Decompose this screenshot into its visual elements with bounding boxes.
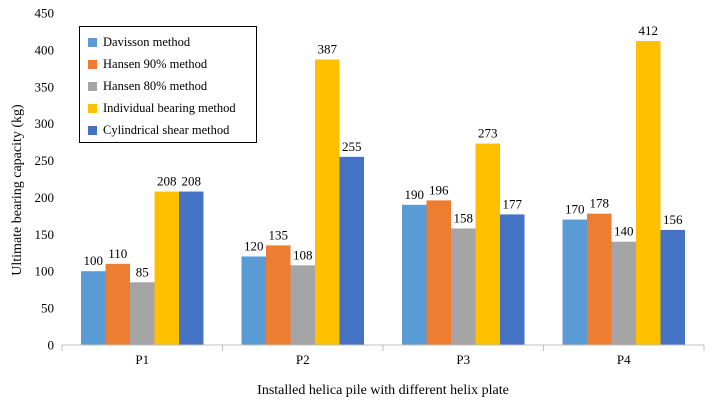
data-label: 273 <box>478 126 498 141</box>
y-tick-label: 100 <box>35 264 55 279</box>
x-tick-label: P2 <box>296 352 310 367</box>
data-labels: 100 110 85 208 208 120 135 108 387 255 190 196 158 27… <box>84 23 684 279</box>
legend-swatch <box>88 59 97 69</box>
x-tick-label: P1 <box>135 352 149 367</box>
data-label: 85 <box>136 264 149 279</box>
legend-swatch <box>88 103 97 113</box>
legend-item: Individual bearing method <box>88 97 250 119</box>
y-tick-label: 450 <box>35 6 55 21</box>
x-axis-title: Installed helica pile with different hel… <box>257 383 509 398</box>
data-label: 177 <box>503 196 523 211</box>
y-tick-label: 0 <box>48 338 55 353</box>
data-label: 110 <box>108 246 127 261</box>
data-label: 170 <box>565 202 585 217</box>
legend-label: Davisson method <box>103 34 191 49</box>
data-label: 135 <box>269 227 289 242</box>
data-label: 190 <box>405 187 425 202</box>
bars <box>81 41 685 346</box>
legend: Davisson method Hansen 90% method Hansen 8… <box>79 26 257 143</box>
data-label: 255 <box>342 139 362 154</box>
bar <box>105 263 130 345</box>
y-tick-label: 150 <box>35 227 55 242</box>
y-tick-label: 400 <box>35 42 55 57</box>
data-label: 387 <box>318 41 338 56</box>
y-ticks: 0 50 100 150 200 250 300 350 400 450 <box>35 6 55 353</box>
bar <box>179 191 204 345</box>
data-label: 196 <box>429 182 449 197</box>
bar <box>81 271 106 345</box>
y-tick-label: 50 <box>41 301 54 316</box>
y-tick-label: 300 <box>35 116 55 131</box>
legend-item: Davisson method <box>88 31 250 53</box>
bar <box>154 191 179 345</box>
bar <box>636 41 661 346</box>
legend-label: Cylindrical shear method <box>103 122 230 137</box>
bar <box>562 219 587 345</box>
bar <box>475 143 500 345</box>
legend-item: Hansen 90% method <box>88 53 250 75</box>
data-label: 412 <box>639 23 659 38</box>
bar <box>290 265 315 345</box>
x-tick-label: P3 <box>456 352 470 367</box>
bar <box>241 256 266 345</box>
legend-swatch <box>88 37 97 47</box>
data-label: 100 <box>84 253 104 268</box>
data-label: 178 <box>590 196 610 211</box>
data-label: 120 <box>244 238 264 253</box>
bar <box>451 228 476 345</box>
data-label: 208 <box>182 174 202 189</box>
bar <box>402 204 427 345</box>
y-tick-label: 350 <box>35 79 55 94</box>
data-label: 108 <box>293 247 313 262</box>
bar <box>339 156 364 345</box>
bar <box>611 241 636 345</box>
bar <box>426 200 451 345</box>
bar <box>587 213 612 345</box>
legend-item: Hansen 80% method <box>88 75 250 97</box>
data-label: 208 <box>157 174 177 189</box>
bar <box>500 214 525 345</box>
y-tick-label: 250 <box>35 153 55 168</box>
x-tick-label: P4 <box>617 352 631 367</box>
data-label: 156 <box>663 212 683 227</box>
legend-swatch <box>88 81 97 91</box>
legend-label: Hansen 90% method <box>103 56 208 71</box>
y-axis-title: Ultimate bearing capacity (kg) <box>10 104 25 276</box>
y-axis-title-group: Ultimate bearing capacity (kg) <box>10 104 25 276</box>
bar <box>266 245 291 345</box>
bar <box>315 59 340 345</box>
legend-item: Cylindrical shear method <box>88 119 250 141</box>
data-label: 158 <box>454 210 474 225</box>
x-ticks: P1 P2 P3 P4 <box>61 345 705 367</box>
y-tick-label: 200 <box>35 190 55 205</box>
bar <box>130 282 155 345</box>
bar <box>660 229 685 345</box>
data-label: 140 <box>614 224 634 239</box>
legend-label: Hansen 80% method <box>103 78 208 93</box>
legend-swatch <box>88 125 97 135</box>
legend-label: Individual bearing method <box>103 100 236 115</box>
